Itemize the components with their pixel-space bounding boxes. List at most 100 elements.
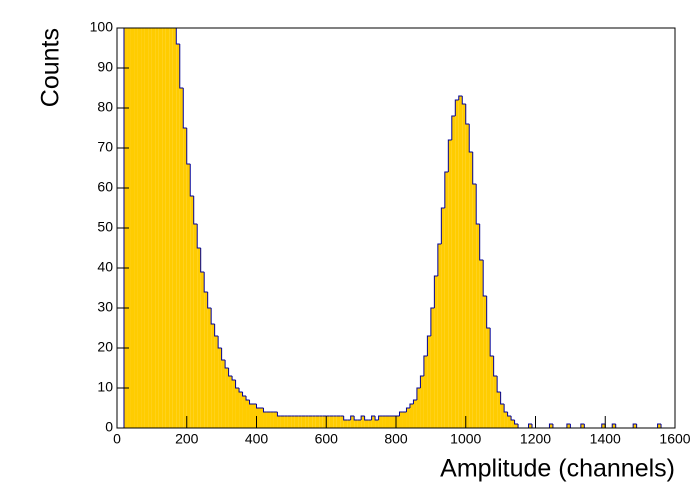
bar-outline (262, 408, 267, 413)
bar-outline (458, 95, 463, 100)
bar (277, 416, 281, 428)
bar-outline (632, 423, 637, 428)
bar (420, 376, 424, 428)
bar (385, 416, 390, 428)
bar (364, 420, 369, 428)
bar-outline (528, 423, 533, 428)
bar (350, 416, 355, 428)
bar (343, 420, 348, 428)
bar-outline (510, 416, 515, 421)
bar-outline (430, 307, 435, 336)
bar-outline (660, 424, 665, 428)
bar-outline (409, 403, 414, 408)
bar (266, 412, 271, 428)
bar (368, 420, 372, 428)
bar (514, 424, 519, 428)
bar-outline (548, 423, 553, 428)
bar-outline (353, 416, 358, 421)
bar-outline (360, 415, 365, 420)
bar (204, 292, 208, 428)
bar (326, 416, 330, 428)
bar (151, 28, 156, 428)
bar (246, 400, 250, 428)
bar (162, 28, 166, 428)
bar (416, 388, 421, 428)
bar-outline (503, 404, 508, 413)
bar-outline (657, 423, 662, 428)
plot-area (117, 28, 675, 428)
bar-outline (454, 99, 459, 116)
bar-outline (224, 360, 229, 369)
bar-outline (426, 335, 431, 356)
y-tick-label: 0 (105, 419, 113, 435)
x-tick-label: 600 (315, 431, 339, 447)
bar-outline (489, 328, 494, 357)
bar (455, 100, 459, 428)
bar-outline (374, 416, 379, 421)
bar (451, 116, 456, 428)
bar (504, 412, 508, 428)
y-tick-label: 90 (97, 59, 113, 75)
bar (389, 416, 393, 428)
bar (409, 404, 414, 428)
bar (458, 96, 463, 428)
bar-outline (601, 423, 606, 428)
bar-outline (203, 272, 208, 293)
bar-outline (179, 44, 184, 89)
x-tick-label: 1400 (590, 431, 621, 447)
bar (329, 416, 334, 428)
y-tick-label: 80 (97, 99, 113, 115)
bar (507, 416, 512, 428)
bar-outline (196, 224, 201, 249)
bar-outline (437, 243, 442, 276)
bar (434, 276, 438, 428)
bar-outline (238, 388, 243, 393)
bar (472, 184, 477, 428)
bar-outline (507, 412, 512, 417)
bar-outline (217, 336, 222, 349)
bar (441, 208, 445, 428)
bar (259, 408, 264, 428)
y-tick-label: 30 (97, 299, 113, 315)
bar-outline (221, 348, 226, 361)
bar (221, 360, 226, 428)
bar (141, 28, 145, 428)
bar (127, 28, 131, 428)
bar-outline (531, 424, 536, 428)
bar-outline (249, 400, 254, 405)
y-tick-label: 50 (97, 219, 113, 235)
x-tick-label: 0 (113, 431, 121, 447)
x-tick-label: 800 (384, 431, 408, 447)
bar-outline (412, 399, 417, 404)
bar (448, 140, 452, 428)
bar (249, 404, 254, 428)
bar (301, 416, 306, 428)
bar (476, 224, 480, 428)
bar-outline (175, 28, 180, 45)
bar (273, 412, 278, 428)
bar (549, 424, 553, 428)
bar-outline (186, 128, 191, 165)
bar-outline (475, 184, 480, 225)
bar (430, 308, 435, 428)
bar (580, 424, 585, 428)
bar (169, 28, 173, 428)
bar (193, 224, 198, 428)
bar-outline (276, 412, 281, 417)
bar (284, 416, 288, 428)
bar (479, 260, 484, 428)
bar-outline (235, 380, 240, 389)
bar (427, 336, 431, 428)
bar (291, 416, 295, 428)
bar (336, 416, 341, 428)
x-tick-label: 1200 (520, 431, 551, 447)
bar (312, 416, 316, 428)
bar-outline (343, 416, 348, 421)
y-tick-label: 60 (97, 179, 113, 195)
bar (528, 424, 533, 428)
x-tick-label: 200 (175, 431, 199, 447)
bar (465, 124, 470, 428)
bar (462, 104, 466, 428)
bar (294, 416, 299, 428)
bar-outline (514, 420, 519, 425)
